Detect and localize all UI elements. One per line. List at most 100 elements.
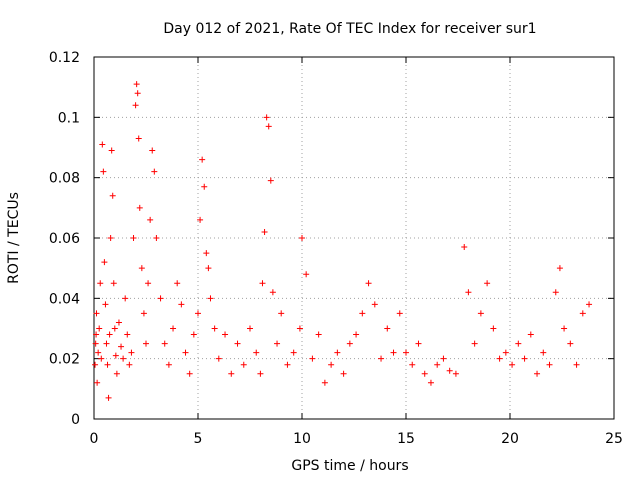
grid [94, 57, 614, 419]
data-point [96, 325, 103, 332]
data-point [207, 295, 214, 302]
data-point [259, 280, 266, 287]
x-tick-label: 20 [501, 431, 519, 447]
data-point [465, 289, 472, 296]
data-point [440, 355, 447, 362]
data-point [403, 349, 409, 356]
data-point [290, 349, 297, 356]
data-point [113, 370, 120, 377]
data-point [151, 168, 158, 175]
data-point [93, 331, 100, 338]
y-tick-label: 0.06 [49, 231, 80, 247]
data-point [257, 370, 264, 377]
data-point [201, 183, 208, 190]
data-point [534, 370, 541, 377]
data-point [211, 325, 218, 332]
data-point [267, 177, 274, 184]
data-point [161, 340, 168, 347]
data-point [490, 325, 497, 332]
data-point [502, 349, 509, 356]
data-point [109, 192, 116, 199]
chart-title: Day 012 of 2021, Rate Of TEC Index for r… [163, 21, 536, 37]
data-point [190, 331, 197, 338]
data-point [346, 340, 353, 347]
data-point [199, 156, 206, 163]
data-point [149, 147, 156, 154]
x-tick-label: 10 [293, 431, 311, 447]
data-point [261, 228, 268, 235]
y-tick-label: 0.12 [49, 50, 80, 66]
data-point [274, 340, 281, 347]
axis-ticks [93, 56, 615, 420]
x-axis-label: GPS time / hours [291, 458, 408, 474]
data-point [321, 379, 328, 386]
data-point [197, 216, 204, 223]
data-point [94, 379, 101, 386]
data-point [452, 370, 459, 377]
data-point [124, 331, 131, 338]
data-point [153, 235, 160, 241]
y-tick-label: 0 [71, 412, 80, 428]
data-point [104, 361, 111, 368]
data-point [128, 349, 135, 356]
data-point [205, 265, 212, 272]
data-point [140, 310, 147, 317]
data-point [309, 355, 316, 362]
data-point [546, 361, 553, 368]
data-point [147, 216, 154, 223]
data-point [278, 310, 285, 317]
data-point [97, 280, 104, 287]
data-point [353, 331, 360, 338]
data-point [122, 295, 129, 302]
data-point [284, 361, 291, 368]
data-point [240, 361, 247, 368]
data-point [340, 370, 347, 377]
x-tick-label: 25 [605, 431, 623, 447]
data-point [365, 280, 372, 287]
data-point [215, 355, 222, 362]
data-point [415, 340, 422, 347]
data-point [103, 340, 110, 347]
data-point [133, 81, 140, 88]
data-point [143, 340, 149, 347]
data-point [263, 114, 270, 121]
data-point [540, 349, 547, 356]
data-point [138, 265, 145, 272]
y-axis-label: ROTI / TECUs [6, 192, 22, 284]
data-point [130, 235, 137, 241]
data-point [134, 90, 141, 97]
data-point [105, 394, 112, 401]
data-point [359, 310, 366, 317]
data-point [111, 325, 118, 332]
data-point [228, 370, 235, 377]
data-point [100, 168, 107, 175]
data-point [521, 355, 528, 362]
data-point [515, 340, 522, 347]
data-point [471, 340, 478, 347]
data-point [102, 301, 109, 308]
data-point [573, 361, 580, 368]
data-point [384, 325, 391, 332]
data-point [296, 325, 303, 332]
data-point [101, 259, 108, 266]
data-point [92, 361, 99, 368]
data-point [157, 295, 164, 302]
data-point [434, 361, 441, 368]
data-point [107, 235, 114, 241]
data-point [299, 235, 305, 241]
data-point [269, 289, 276, 296]
data-point [446, 367, 453, 374]
data-point [203, 250, 210, 257]
data-point [135, 135, 142, 142]
y-tick-label: 0.1 [58, 110, 80, 126]
data-point [108, 147, 115, 154]
y-tick-label: 0.02 [49, 352, 80, 368]
data-point [253, 349, 260, 356]
data-point [303, 271, 310, 278]
data-point [556, 265, 563, 272]
x-tick-label: 0 [90, 431, 99, 447]
data-point [126, 361, 133, 368]
data-point [567, 340, 574, 347]
data-point [99, 141, 106, 148]
data-point [579, 310, 586, 317]
